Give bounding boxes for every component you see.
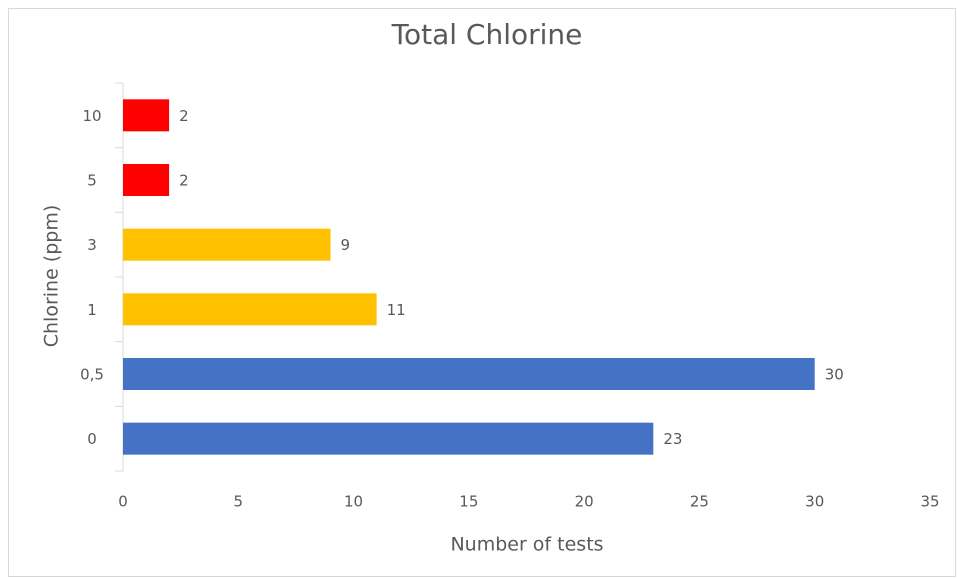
- y-tick-label: 5: [87, 172, 97, 190]
- bar: [123, 99, 170, 132]
- bar: [123, 164, 170, 196]
- bar: [123, 422, 654, 455]
- y-tick-label: 0,5: [80, 366, 104, 384]
- x-tick-label: 0: [118, 493, 128, 511]
- x-tick-label: 25: [690, 493, 709, 511]
- x-tick-label: 5: [234, 493, 244, 511]
- x-tick-label: 10: [344, 493, 363, 511]
- y-tick-label: 0: [87, 430, 97, 448]
- data-label: 2: [179, 172, 189, 190]
- data-label: 23: [663, 430, 682, 448]
- y-axis-title: Chlorine (ppm): [41, 205, 63, 348]
- bar: [123, 358, 815, 390]
- data-label: 2: [179, 107, 189, 125]
- data-label: 11: [387, 301, 406, 319]
- x-axis-title: Number of tests: [450, 534, 603, 556]
- y-tick-label: 10: [82, 107, 101, 125]
- chart-frame: [8, 8, 956, 577]
- bar: [123, 293, 377, 326]
- bar: [123, 228, 331, 261]
- chart-title: Total Chlorine: [391, 18, 583, 51]
- x-tick-label: 35: [920, 493, 939, 511]
- data-label: 30: [825, 366, 844, 384]
- y-tick-label: 3: [87, 236, 97, 254]
- x-tick-label: 15: [459, 493, 478, 511]
- x-tick-label: 20: [575, 493, 594, 511]
- data-label: 9: [341, 236, 351, 254]
- x-tick-label: 30: [805, 493, 824, 511]
- y-tick-label: 1: [87, 301, 97, 319]
